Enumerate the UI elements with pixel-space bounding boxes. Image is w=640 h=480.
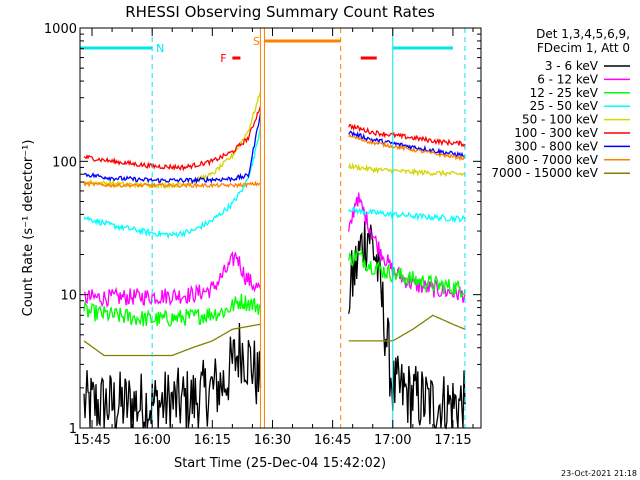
- x-tick-label-0: 15:45: [73, 433, 110, 448]
- series-line-6-part-1: [348, 130, 466, 160]
- plot-area: N S F: [80, 28, 466, 430]
- legend-label-5: 100 - 300 keV: [514, 126, 598, 140]
- flag-label-S: S: [253, 35, 260, 48]
- series-line-1-part-1: [348, 192, 466, 303]
- legend-label-1: 6 - 12 keV: [537, 72, 599, 86]
- x-tick-label-1: 16:00: [133, 433, 170, 448]
- series-line-2-part-0: [83, 293, 262, 327]
- plot-frame: [79, 27, 482, 429]
- legend-label-8: 7000 - 15000 keV: [491, 166, 598, 180]
- series-line-6-part-0: [83, 112, 262, 185]
- series-line-1-part-0: [83, 250, 262, 309]
- legend-header-decimation: FDecim 1, Att 0: [537, 41, 630, 55]
- legend-label-2: 12 - 25 keV: [530, 86, 599, 100]
- x-tick-label-4: 16:45: [314, 433, 351, 448]
- series-line-8-part-1: [348, 314, 466, 342]
- flag-label-F: F: [220, 52, 226, 65]
- series-line-0-part-0: [83, 322, 262, 430]
- series-line-0-part-1: [348, 221, 466, 430]
- y-tick-label-0: 1: [69, 422, 77, 437]
- y-tick-label-1: 10: [60, 289, 77, 304]
- legend-label-3: 25 - 50 keV: [530, 99, 599, 113]
- legend-label-7: 800 - 7000 keV: [507, 153, 599, 167]
- series-line-3-part-0: [83, 127, 262, 240]
- y-axis-label: Count Rate (s⁻¹ detector⁻¹): [21, 140, 36, 317]
- generation-timestamp: 23-Oct-2021 21:18: [561, 469, 637, 478]
- y-tick-label-3: 1000: [44, 22, 77, 37]
- legend-header-detectors: Det 1,3,4,5,6,9,: [536, 27, 630, 41]
- series-line-7-part-0: [83, 180, 261, 189]
- x-axis-label: Start Time (25-Dec-04 15:42:02): [174, 456, 386, 471]
- series-line-5-part-0: [83, 105, 262, 172]
- x-tick-label-2: 16:15: [194, 433, 231, 448]
- series-line-5-part-1: [348, 123, 466, 148]
- axes: 1 10 100 1000 15:45 16:00 16:15 16:30 16:45 17:00…: [44, 22, 481, 448]
- series-line-4-part-1: [348, 162, 466, 178]
- x-tick-label-3: 16:30: [254, 433, 291, 448]
- legend-label-0: 3 - 6 keV: [545, 59, 599, 73]
- x-tick-label-6: 17:15: [434, 433, 471, 448]
- series-line-7-part-1: [348, 133, 466, 162]
- series-line-8-part-0: [83, 323, 261, 357]
- chart-title: RHESSI Observing Summary Count Rates: [125, 3, 435, 21]
- series-line-3-part-1: [348, 205, 466, 224]
- legend-label-6: 300 - 800 keV: [514, 139, 598, 153]
- flag-label-N: N: [156, 42, 164, 55]
- series-line-2-part-1: [348, 249, 466, 299]
- x-tick-label-5: 17:00: [374, 433, 411, 448]
- y-tick-label-2: 100: [52, 155, 77, 170]
- legend-label-4: 50 - 100 keV: [522, 113, 599, 127]
